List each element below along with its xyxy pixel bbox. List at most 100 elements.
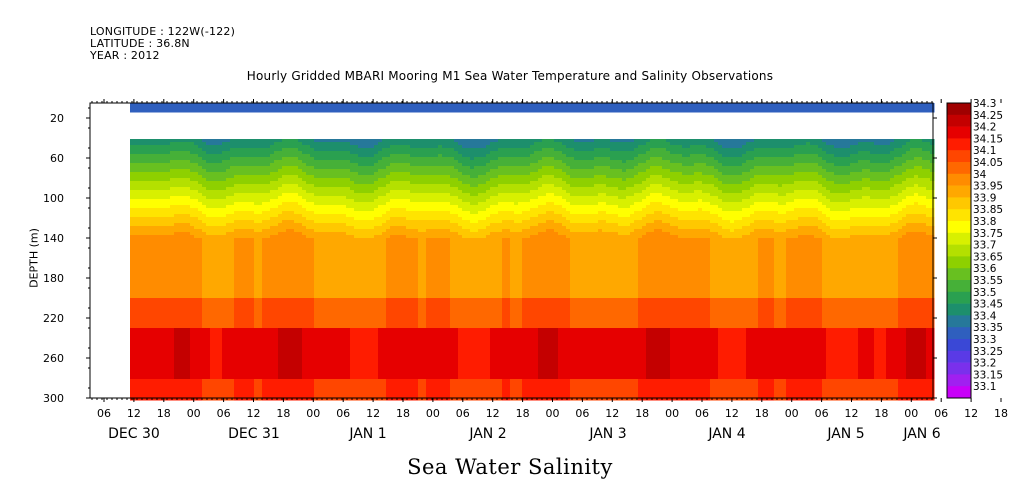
salinity-cell: [182, 157, 187, 161]
salinity-cell: [130, 265, 135, 269]
salinity-cell: [282, 175, 287, 179]
salinity-cell: [282, 292, 287, 296]
salinity-cell: [170, 187, 175, 191]
salinity-cell: [290, 307, 295, 311]
salinity-cell: [290, 277, 295, 281]
salinity-cell: [206, 358, 211, 362]
salinity-cell: [338, 322, 343, 326]
salinity-cell: [134, 172, 139, 176]
salinity-cell: [206, 289, 211, 293]
salinity-cell: [274, 214, 279, 218]
salinity-cell: [294, 145, 299, 149]
salinity-cell: [330, 316, 335, 320]
salinity-cell: [314, 328, 319, 332]
salinity-cell: [294, 289, 299, 293]
salinity-cell: [238, 181, 243, 185]
salinity-cell: [194, 280, 199, 284]
salinity-cell: [250, 298, 255, 302]
salinity-cell: [262, 181, 267, 185]
salinity-cell: [278, 388, 283, 392]
latitude-label: LATITUDE : 36.8N: [90, 37, 190, 50]
salinity-cell: [330, 382, 335, 386]
salinity-cell: [254, 166, 259, 170]
salinity-cell: [338, 286, 343, 290]
salinity-cell: [218, 172, 223, 176]
salinity-cell: [214, 310, 219, 314]
salinity-cell: [282, 349, 287, 353]
salinity-cell: [222, 262, 227, 266]
salinity-cell: [238, 388, 243, 392]
salinity-cell: [170, 268, 175, 272]
salinity-cell: [206, 181, 211, 185]
salinity-cell: [238, 247, 243, 251]
salinity-cell: [266, 262, 271, 266]
salinity-cell: [274, 211, 279, 215]
salinity-cell: [262, 157, 267, 161]
salinity-cell: [282, 163, 287, 167]
salinity-cell: [326, 142, 331, 146]
salinity-cell: [166, 325, 171, 329]
salinity-cell: [254, 328, 259, 332]
salinity-cell: [142, 313, 147, 317]
salinity-cell: [222, 322, 227, 326]
salinity-cell: [198, 169, 203, 173]
salinity-cell: [242, 142, 247, 146]
salinity-cell: [250, 349, 255, 353]
salinity-cell: [242, 220, 247, 224]
salinity-cell: [318, 319, 323, 323]
salinity-cell: [278, 352, 283, 356]
salinity-cell: [246, 271, 251, 275]
salinity-cell: [190, 310, 195, 314]
salinity-cell: [158, 385, 163, 389]
salinity-cell: [314, 172, 319, 176]
salinity-cell: [158, 337, 163, 341]
salinity-cell: [162, 145, 167, 149]
salinity-cell: [210, 385, 215, 389]
salinity-cell: [206, 286, 211, 290]
salinity-cell: [234, 313, 239, 317]
salinity-cell: [326, 397, 331, 401]
salinity-cell: [210, 163, 215, 167]
salinity-cell: [142, 355, 147, 359]
salinity-cell: [318, 316, 323, 320]
salinity-cell: [158, 262, 163, 266]
salinity-cell: [130, 334, 135, 338]
salinity-cell: [278, 394, 283, 398]
salinity-cell: [166, 223, 171, 227]
salinity-cell: [286, 241, 291, 245]
salinity-cell: [214, 346, 219, 350]
salinity-cell: [166, 178, 171, 182]
salinity-cell: [346, 160, 351, 164]
salinity-cell: [174, 355, 179, 359]
salinity-cell: [186, 202, 191, 206]
salinity-cell: [174, 283, 179, 287]
salinity-cell: [270, 181, 275, 185]
salinity-cell: [322, 229, 327, 233]
salinity-cell: [326, 364, 331, 368]
salinity-cell: [166, 190, 171, 194]
salinity-cell: [218, 391, 223, 395]
salinity-cell: [146, 226, 151, 230]
salinity-cell: [142, 226, 147, 230]
salinity-cell: [310, 313, 315, 317]
salinity-cell: [142, 154, 147, 158]
salinity-cell: [174, 328, 179, 332]
salinity-cell: [230, 154, 235, 158]
salinity-cell: [166, 205, 171, 209]
salinity-cell: [302, 274, 307, 278]
salinity-cell: [286, 106, 291, 110]
salinity-cell: [154, 172, 159, 176]
salinity-cell: [322, 238, 327, 242]
salinity-cell: [302, 229, 307, 233]
salinity-cell: [346, 181, 351, 185]
salinity-cell: [250, 208, 255, 212]
salinity-cell: [346, 109, 351, 113]
salinity-cell: [214, 262, 219, 266]
salinity-cell: [238, 373, 243, 377]
salinity-cell: [138, 139, 143, 143]
salinity-cell: [334, 259, 339, 263]
salinity-cell: [146, 241, 151, 245]
salinity-cell: [334, 253, 339, 257]
salinity-cell: [154, 376, 159, 380]
salinity-cell: [282, 259, 287, 263]
